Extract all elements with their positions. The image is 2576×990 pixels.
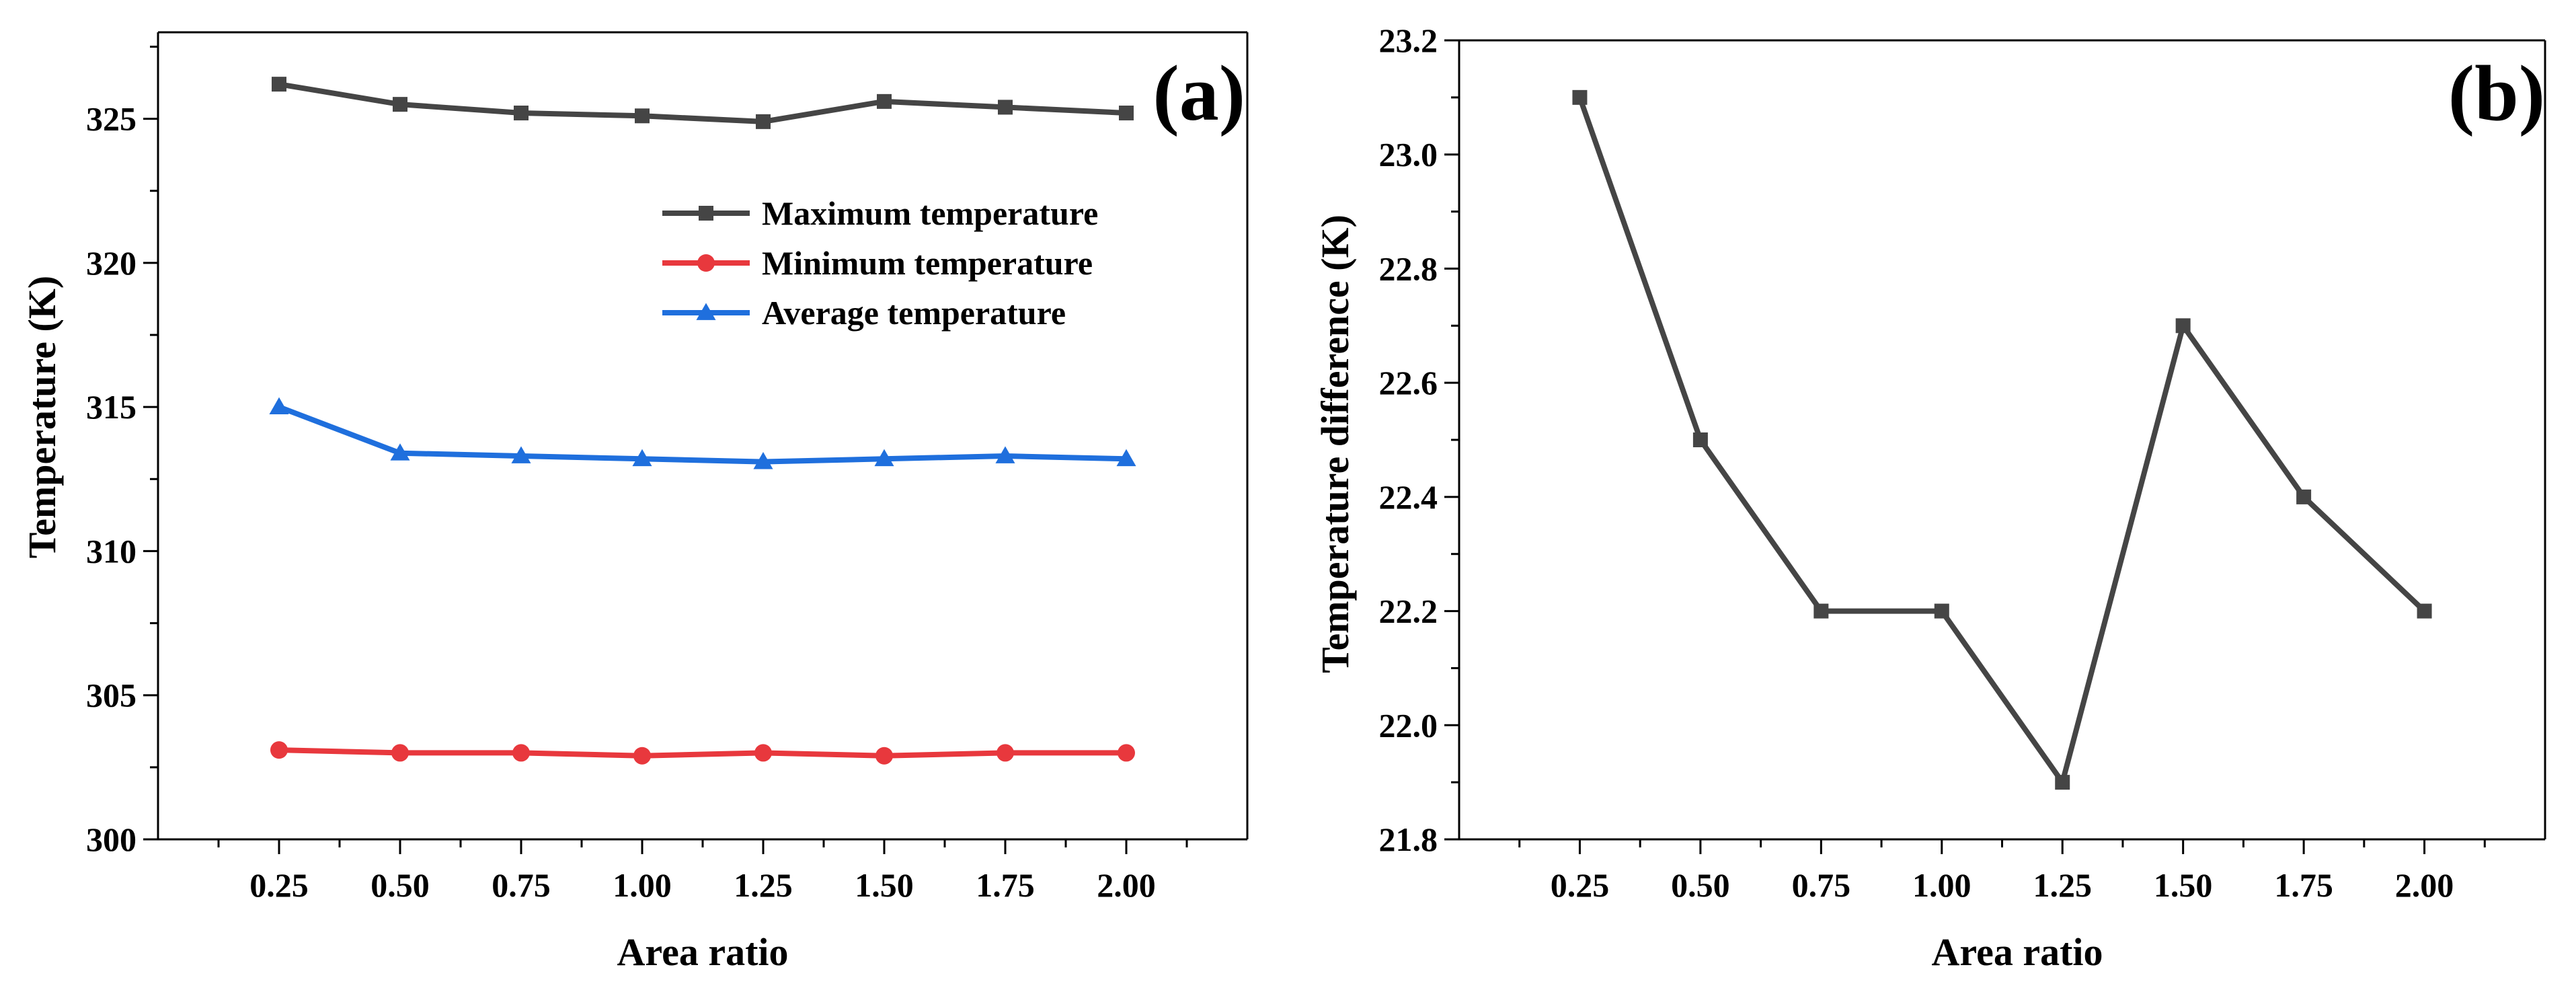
panel-a-series-1-point [1118, 744, 1135, 762]
panel-b-series-0-point [1572, 89, 1588, 105]
panel-a-series-2-point [753, 452, 773, 469]
panel-b-series [1572, 89, 2432, 790]
panel-a-series-1-point [754, 744, 772, 762]
legend-label: Maximum temperature [762, 194, 1098, 232]
panel-b-series-0-point [2175, 318, 2191, 334]
panel-a-axes [157, 31, 1249, 841]
y-tick-label: 310 [86, 532, 136, 570]
y-tick-label: 320 [86, 244, 136, 282]
legend-marker [697, 254, 715, 272]
y-tick-label: 22.2 [1379, 593, 1438, 630]
panel-a-series-2-line [278, 404, 1127, 465]
panel-a-x-ticks: 0.25 0.50 0.75 1.00 1.25 1.50 1.75 2.00 [217, 839, 1188, 904]
panel-a-series-2-point [1116, 449, 1136, 467]
panel-b-x-axis-title: Area ratio [1932, 930, 2103, 974]
panel-b-series-0 [1572, 89, 2432, 790]
panel-b-y-ticks: 21.8 22.0 22.2 22.4 22.6 22.8 23.0 23.2 [1379, 22, 1459, 858]
panel-a-series-0-point [393, 97, 407, 112]
legend-label: Average temperature [762, 294, 1066, 332]
panel-a-series-0-line [278, 81, 1127, 124]
x-tick-label: 1.00 [1912, 866, 1972, 904]
legend-item: Minimum temperature [662, 244, 1093, 282]
legend-label: Minimum temperature [762, 244, 1093, 282]
y-tick-label: 315 [86, 388, 136, 426]
x-tick-label: 0.50 [1671, 866, 1730, 904]
panel-a-series-0-point [272, 77, 286, 92]
panel-a-y-ticks: 300 305 310 315 320 325 [86, 45, 158, 858]
panel-a-series-0-point [514, 106, 529, 120]
panel-b-axes [1458, 39, 2546, 841]
panel-a-series-2 [269, 397, 1136, 469]
panel-a-series-1-point [270, 741, 288, 759]
panel-a-series-1-point [875, 747, 893, 765]
legend-item: Maximum temperature [662, 194, 1098, 232]
panel-a-series-0-point [998, 100, 1013, 115]
legend-marker [696, 303, 716, 320]
x-tick-label: 2.00 [2395, 866, 2454, 904]
panel-b-y-axis-title: Temperature difference (K) [1313, 215, 1357, 673]
panel-b-series-0-point [1692, 432, 1708, 447]
panel-a-temperature-chart: 0.25 0.50 0.75 1.00 1.25 1.50 1.75 2.00 3003053… [20, 31, 1249, 974]
panel-a-series-2-point [995, 446, 1015, 463]
panel-a-series-2-point [632, 449, 652, 467]
panel-a-series-2-point [874, 449, 894, 467]
panel-a-series-0 [272, 77, 1134, 129]
x-tick-label: 0.50 [370, 866, 430, 904]
panel-b-series-0-point [2417, 603, 2432, 619]
y-tick-label: 300 [86, 821, 136, 858]
legend-marker [699, 206, 713, 221]
y-tick-label: 325 [86, 100, 136, 138]
panel-a-series-2-point [269, 397, 289, 415]
y-tick-label: 22.0 [1379, 706, 1438, 744]
y-tick-label: 22.6 [1379, 364, 1438, 402]
panel-b-series-0-point [1934, 603, 1949, 619]
x-tick-label: 1.50 [2154, 866, 2213, 904]
panel-a-series-1-point [997, 744, 1014, 762]
panel-a-series-1-point [633, 747, 651, 765]
panel-a-legend: Maximum temperature Minimum temperature Av… [662, 194, 1098, 332]
panel-a-series-1 [270, 741, 1135, 765]
x-tick-label: 0.75 [1792, 866, 1851, 904]
y-tick-label: 23.2 [1379, 22, 1438, 59]
panel-a-series-2-point [390, 443, 410, 461]
panel-a-series-1-line [278, 747, 1126, 759]
y-tick-label: 23.0 [1379, 136, 1438, 174]
panel-a-series-0-point [877, 93, 892, 109]
panel-a-series-0-point [1119, 106, 1134, 120]
panel-b-series-0-point [1813, 603, 1829, 619]
panel-b-label: (b) [2448, 49, 2545, 137]
panel-b-series-0-point [2296, 489, 2312, 504]
x-tick-label: 2.00 [1097, 866, 1156, 904]
panel-a-label: (a) [1153, 49, 1245, 137]
x-tick-label: 1.25 [734, 866, 793, 904]
y-tick-label: 21.8 [1379, 821, 1438, 858]
panel-a-series-1-point [512, 744, 530, 762]
panel-a-series [269, 77, 1136, 765]
x-tick-label: 1.50 [855, 866, 914, 904]
panel-b-x-ticks: 0.25 0.50 0.75 1.00 1.25 1.50 1.75 2.00 [1518, 839, 2486, 904]
x-tick-label: 0.75 [492, 866, 551, 904]
panel-b-temperature-difference-chart: 0.25 0.50 0.75 1.00 1.25 1.50 1.75 2.00 21.8 22.… [1313, 22, 2546, 974]
panel-a-series-0-point [635, 108, 650, 124]
panel-a-y-axis-title: Temperature (K) [20, 276, 64, 558]
panel-a-series-1-point [391, 744, 409, 762]
panel-a-x-axis-title: Area ratio [617, 930, 789, 974]
x-tick-label: 1.75 [976, 866, 1035, 904]
y-tick-label: 22.8 [1379, 250, 1438, 287]
panel-a-series-0-point [756, 114, 771, 129]
panel-b-series-0-line [1577, 96, 2427, 786]
x-tick-label: 0.25 [1551, 866, 1610, 904]
x-tick-label: 0.25 [249, 866, 309, 904]
panel-a-series-2-point [511, 446, 531, 463]
x-tick-label: 1.75 [2274, 866, 2333, 904]
y-tick-label: 305 [86, 677, 136, 714]
y-tick-label: 22.4 [1379, 478, 1438, 516]
x-tick-label: 1.25 [2033, 866, 2092, 904]
x-tick-label: 1.00 [613, 866, 672, 904]
legend-item: Average temperature [662, 294, 1066, 332]
panel-b-series-0-point [2055, 775, 2070, 790]
